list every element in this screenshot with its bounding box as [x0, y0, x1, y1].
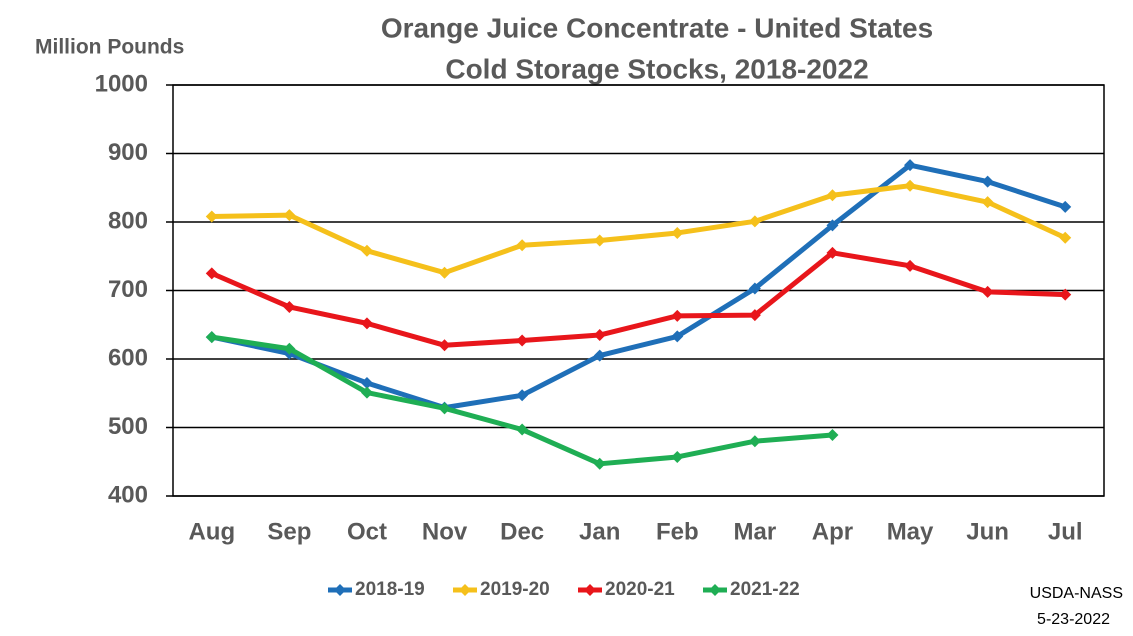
data-point	[1059, 288, 1072, 301]
data-point	[438, 339, 451, 352]
data-point	[904, 179, 917, 192]
y-tick-label: 400	[108, 481, 148, 508]
chart-subtitle: Cold Storage Stocks, 2018-2022	[445, 53, 868, 84]
series-line	[211, 183, 1067, 276]
data-point	[748, 435, 761, 448]
data-point	[205, 331, 218, 344]
data-point	[826, 219, 839, 232]
data-point	[671, 330, 684, 343]
legend-marker	[459, 584, 471, 596]
data-point	[904, 259, 917, 272]
data-point	[516, 389, 529, 402]
x-tick-label: Jun	[966, 518, 1009, 545]
y-tick-label: 900	[108, 139, 148, 166]
data-point	[593, 457, 606, 470]
legend-label: 2021-22	[730, 579, 800, 600]
data-point	[438, 402, 451, 415]
data-point	[593, 349, 606, 362]
data-point	[205, 267, 218, 280]
legend-label: 2020-21	[605, 579, 675, 600]
data-point	[360, 386, 373, 399]
data-point	[516, 423, 529, 436]
x-tick-label: Apr	[812, 518, 853, 545]
chart-title: Orange Juice Concentrate - United States	[381, 12, 933, 43]
data-point	[826, 429, 839, 442]
x-tick-label: Sep	[267, 518, 311, 545]
y-axis-label: Million Pounds	[35, 36, 184, 59]
data-point	[748, 282, 761, 295]
y-tick-label: 800	[108, 207, 148, 234]
data-point	[748, 215, 761, 228]
x-tick-label: Jan	[579, 518, 620, 545]
data-point	[205, 210, 218, 223]
legend-label: 2018-19	[355, 579, 425, 600]
x-tick-label: Jul	[1048, 518, 1083, 545]
data-point	[283, 300, 296, 313]
x-tick-label: Nov	[422, 518, 468, 545]
data-point	[438, 266, 451, 279]
legend-marker	[709, 584, 721, 596]
legend-marker	[334, 584, 346, 596]
data-point	[671, 226, 684, 239]
series-line	[210, 250, 1066, 348]
data-point	[516, 334, 529, 347]
legend-marker	[584, 584, 596, 596]
data-point	[981, 285, 994, 298]
data-point	[360, 376, 373, 389]
y-tick-label: 600	[108, 344, 148, 371]
x-tick-label: Dec	[500, 518, 544, 545]
x-tick-label: Oct	[347, 518, 387, 545]
x-tick-label: Mar	[734, 518, 777, 545]
data-point	[1059, 200, 1072, 213]
y-tick-label: 700	[108, 276, 148, 303]
data-point	[981, 175, 994, 188]
legend-label: 2019-20	[480, 579, 550, 600]
data-point	[1059, 231, 1072, 244]
data-point	[981, 196, 994, 209]
x-tick-label: May	[887, 518, 934, 545]
x-tick-label: Feb	[656, 518, 699, 545]
data-point	[593, 329, 606, 342]
data-point	[671, 450, 684, 463]
data-point	[826, 246, 839, 259]
data-point	[826, 189, 839, 202]
data-point	[671, 309, 684, 322]
data-point	[360, 244, 373, 257]
data-point	[360, 317, 373, 330]
data-point	[283, 209, 296, 222]
source: USDA-NASS	[1030, 585, 1123, 602]
data-point	[516, 239, 529, 252]
data-point	[593, 234, 606, 247]
data-point	[748, 309, 761, 322]
date: 5-23-2022	[1037, 611, 1110, 628]
y-tick-label: 500	[108, 413, 148, 440]
data-point	[904, 159, 917, 172]
x-tick-label: Aug	[188, 518, 235, 545]
y-tick-label: 1000	[95, 70, 148, 97]
series-line	[211, 162, 1066, 411]
data-point	[283, 342, 296, 355]
